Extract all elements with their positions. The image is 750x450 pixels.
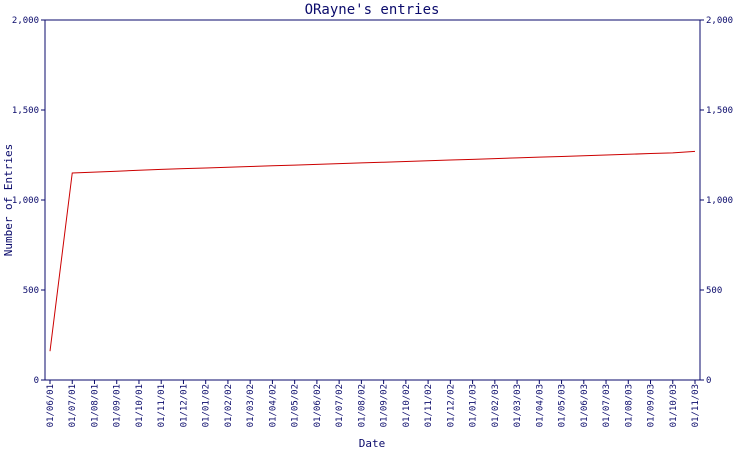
- plot-frame: [44, 19, 701, 381]
- x-tick-label: 01/01/02: [202, 384, 212, 427]
- x-tick-label: 01/10/01: [135, 384, 145, 427]
- x-tick-label: 01/01/03: [469, 384, 479, 427]
- x-tick-label: 01/08/02: [357, 384, 367, 427]
- x-tick-label: 01/06/01: [46, 384, 56, 427]
- x-tick-label: 01/05/03: [558, 384, 568, 427]
- y-tick-label-left: 0: [34, 376, 39, 386]
- x-tick-label: 01/07/03: [602, 384, 612, 427]
- x-tick-label: 01/11/03: [691, 384, 701, 427]
- x-tick-label: 01/05/02: [291, 384, 301, 427]
- x-tick-label: 01/07/02: [335, 384, 345, 427]
- x-tick-label: 01/06/02: [313, 384, 323, 427]
- x-tick-label: 01/08/01: [90, 384, 100, 427]
- y-tick-label-right: 500: [706, 286, 722, 296]
- series-line: [49, 150, 696, 352]
- y-tick-label-left: 1,000: [12, 196, 39, 206]
- x-tick-label: 01/11/01: [157, 384, 167, 427]
- x-tick-label: 01/09/01: [113, 384, 123, 427]
- y-tick-label-right: 2,000: [706, 16, 733, 26]
- x-tick-label: 01/03/03: [513, 384, 523, 427]
- x-tick-label: 01/09/02: [380, 384, 390, 427]
- x-tick-label: 01/10/02: [402, 384, 412, 427]
- chart-title: ORayne's entries: [305, 2, 440, 18]
- y-tick-label-right: 0: [706, 376, 711, 386]
- x-axis-title: Date: [359, 437, 386, 450]
- x-tick-label: 01/04/02: [268, 384, 278, 427]
- y-tick-label-left: 1,500: [12, 106, 39, 116]
- x-tick-label: 01/08/03: [624, 384, 634, 427]
- x-tick-label: 01/09/03: [647, 384, 657, 427]
- x-tick-label: 01/11/02: [424, 384, 434, 427]
- x-tick-label: 01/12/02: [446, 384, 456, 427]
- x-tick-label: 01/07/01: [68, 384, 78, 427]
- x-tick-label: 01/02/02: [224, 384, 234, 427]
- x-tick-label: 01/04/03: [535, 384, 545, 427]
- y-tick-label-right: 1,000: [706, 196, 733, 206]
- x-tick-label: 01/02/03: [491, 384, 501, 427]
- y-tick-label-right: 1,500: [706, 106, 733, 116]
- y-tick-label-left: 2,000: [12, 16, 39, 26]
- y-axis-title: Number of Entries: [2, 144, 15, 257]
- x-tick-label: 01/06/03: [580, 384, 590, 427]
- plot-area: 0 0 500 500 1,000 1,000 1,500 1,500 2,000 2,000 01…: [12, 16, 733, 427]
- x-tick-label: 01/10/03: [669, 384, 679, 427]
- y-tick-label-left: 500: [23, 286, 39, 296]
- x-tick-label: 01/03/02: [246, 384, 256, 427]
- x-tick-label: 01/12/01: [179, 384, 189, 427]
